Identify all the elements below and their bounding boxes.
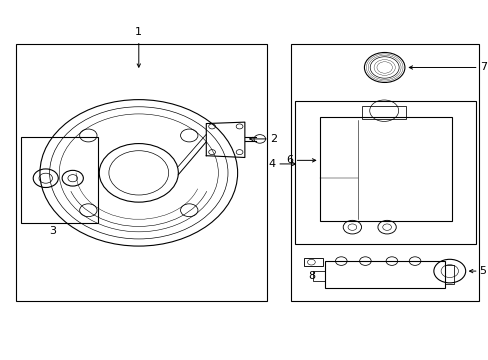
Text: 2: 2 <box>270 134 277 144</box>
Text: 8: 8 <box>307 271 314 281</box>
Text: 1: 1 <box>135 27 142 37</box>
Bar <box>444 265 453 284</box>
Text: 5: 5 <box>479 266 486 276</box>
Bar <box>304 257 323 266</box>
Bar <box>16 44 266 301</box>
Bar <box>361 106 406 119</box>
Bar <box>319 117 451 221</box>
Text: 4: 4 <box>267 159 275 169</box>
Bar <box>312 271 325 282</box>
Text: 6: 6 <box>285 156 292 165</box>
Text: 7: 7 <box>479 63 486 72</box>
Bar <box>20 137 98 223</box>
Text: 3: 3 <box>49 226 56 236</box>
Bar <box>325 261 444 288</box>
Bar <box>295 102 475 244</box>
Bar <box>290 44 478 301</box>
